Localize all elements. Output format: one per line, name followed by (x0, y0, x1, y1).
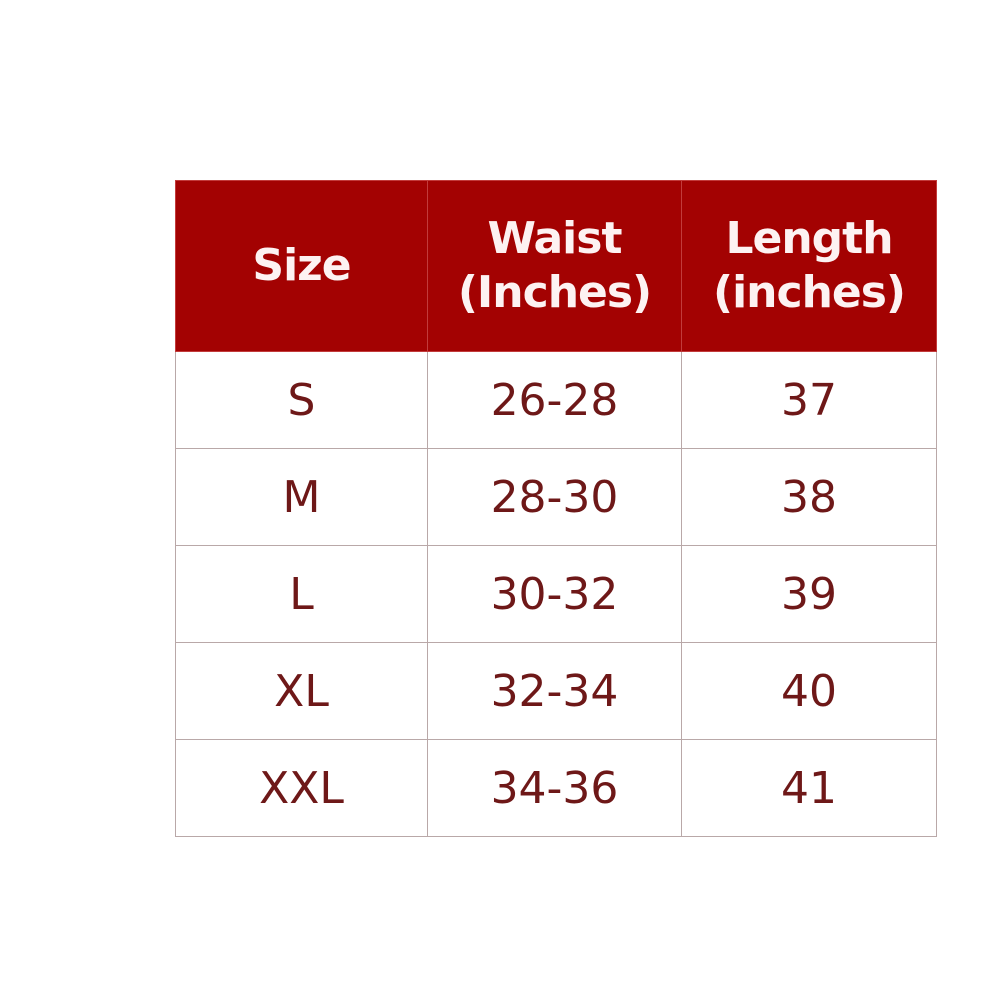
header-waist-line2: (Inches) (457, 267, 652, 318)
cell-size: XL (175, 642, 428, 740)
cell-waist: 28-30 (427, 448, 682, 546)
cell-waist: 26-28 (427, 351, 682, 449)
cell-size: S (175, 351, 428, 449)
header-size-label: Size (252, 240, 351, 291)
header-row: Size Waist (Inches) Length (inches) (175, 180, 937, 352)
header-size: Size (175, 180, 428, 352)
cell-size: M (175, 448, 428, 546)
table-row: XXL 34-36 41 (175, 739, 937, 837)
cell-waist: 32-34 (427, 642, 682, 740)
cell-size: L (175, 545, 428, 643)
cell-waist: 34-36 (427, 739, 682, 837)
header-length-line1: Length (725, 213, 893, 264)
header-length-line2: (inches) (712, 267, 906, 318)
size-chart-table: Size Waist (Inches) Length (inches) S 26-28… (175, 180, 937, 837)
table-row: M 28-30 38 (175, 448, 937, 546)
cell-size: XXL (175, 739, 428, 837)
cell-length: 38 (681, 448, 937, 546)
header-length: Length (inches) (681, 180, 937, 352)
table-row: S 26-28 37 (175, 351, 937, 449)
cell-length: 39 (681, 545, 937, 643)
cell-length: 40 (681, 642, 937, 740)
table-row: XL 32-34 40 (175, 642, 937, 740)
cell-length: 37 (681, 351, 937, 449)
cell-waist: 30-32 (427, 545, 682, 643)
cell-length: 41 (681, 739, 937, 837)
table-row: L 30-32 39 (175, 545, 937, 643)
header-waist: Waist (Inches) (427, 180, 682, 352)
header-waist-line1: Waist (487, 213, 623, 264)
